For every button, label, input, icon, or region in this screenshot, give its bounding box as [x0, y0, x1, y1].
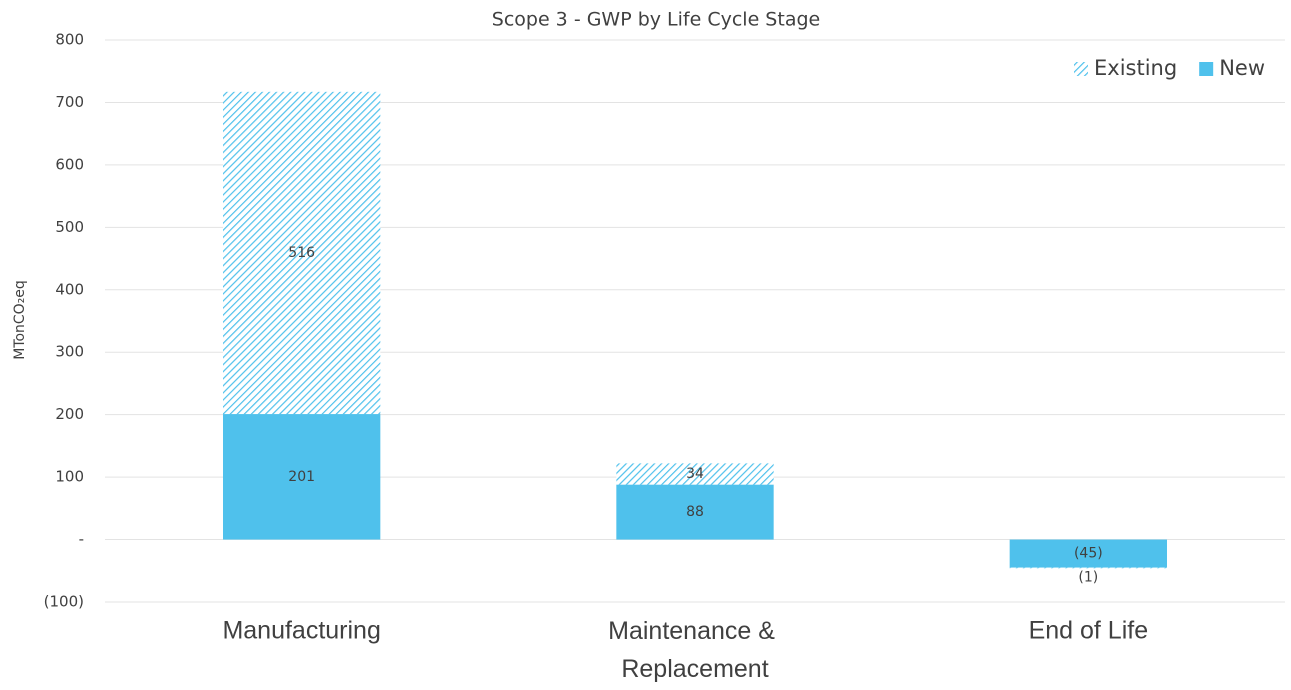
x-tick-label: Maintenance & Replacement: [608, 617, 782, 683]
y-tick-label: -: [79, 530, 84, 548]
bar-segment: [1009, 539, 1167, 568]
bar-segment: [616, 484, 774, 540]
y-tick-label: 500: [55, 218, 84, 236]
bar-segment: [616, 463, 774, 485]
y-tick-label: 600: [55, 155, 84, 173]
y-tick-label: 300: [55, 343, 84, 361]
x-tick-label: End of Life: [1029, 617, 1149, 645]
data-label: 88: [686, 504, 704, 520]
legend-label: Existing: [1094, 56, 1177, 80]
x-tick-label: Manufacturing: [222, 617, 380, 645]
y-axis-label: MTonCO₂eq: [12, 280, 28, 360]
bar-segment: [1009, 567, 1167, 569]
y-tick-label: (100): [44, 593, 84, 611]
legend-label: New: [1219, 56, 1265, 80]
bar-segment: [223, 414, 381, 540]
legend-swatch: [1199, 62, 1214, 76]
chart-title: Scope 3 - GWP by Life Cycle Stage: [492, 9, 820, 31]
y-tick-label: 800: [55, 31, 84, 49]
legend-swatch: [1074, 62, 1088, 76]
y-tick-label: 100: [55, 468, 84, 486]
data-label: 516: [288, 245, 315, 261]
y-tick-label: 700: [55, 93, 84, 111]
data-label: (1): [1078, 569, 1098, 585]
bar-segment: [223, 91, 381, 415]
data-label: (45): [1074, 546, 1103, 562]
y-tick-label: 400: [55, 280, 84, 298]
data-label: 34: [686, 466, 704, 482]
y-tick-label: 200: [55, 405, 84, 423]
data-label: 201: [288, 469, 315, 485]
